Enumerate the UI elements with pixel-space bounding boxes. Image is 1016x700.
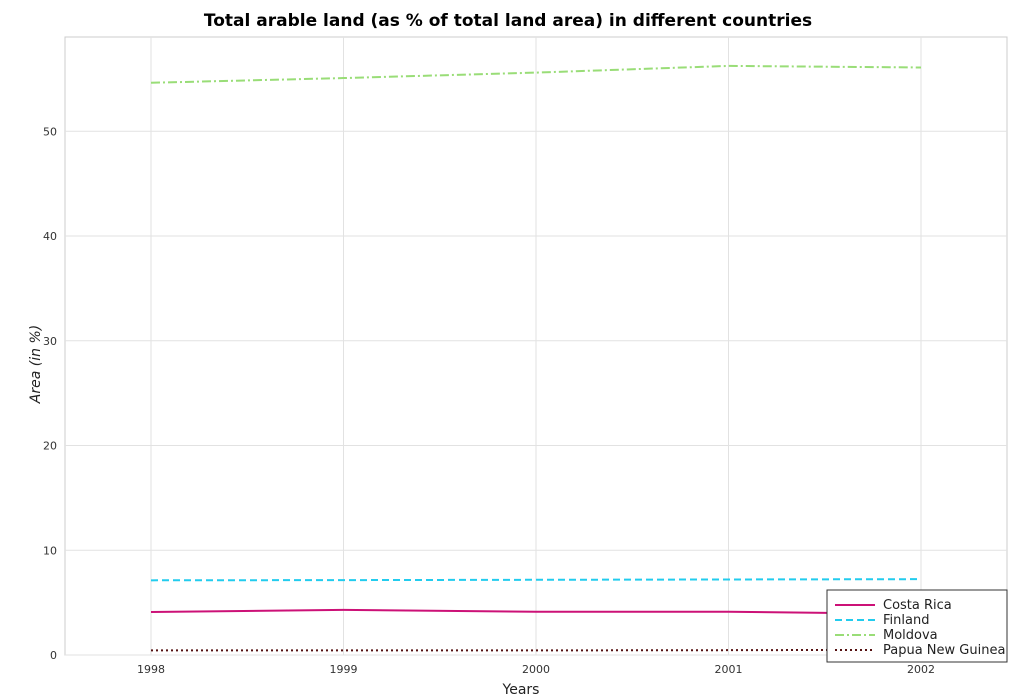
y-tick-label: 10 bbox=[43, 544, 57, 557]
x-tick-label: 1999 bbox=[330, 663, 358, 676]
series-line-finland bbox=[150, 578, 922, 582]
series-line-papua-new-guinea bbox=[151, 648, 922, 652]
x-tick-label: 2002 bbox=[907, 663, 935, 676]
series-lines bbox=[150, 64, 922, 652]
y-axis-label: Area (in %) bbox=[28, 325, 44, 404]
y-tick-label: 50 bbox=[43, 125, 57, 138]
x-axis-ticks: 1998 1999 2000 2001 2002 bbox=[137, 663, 935, 676]
legend-label: Papua New Guinea bbox=[883, 643, 1005, 658]
legend-label: Moldova bbox=[883, 628, 938, 643]
x-tick-label: 1998 bbox=[137, 663, 165, 676]
x-tick-label: 2000 bbox=[522, 663, 550, 676]
series-line-costa-rica bbox=[150, 608, 922, 615]
x-axis-label: Years bbox=[502, 682, 540, 698]
y-tick-label: 40 bbox=[43, 230, 57, 243]
x-tick-label: 2001 bbox=[715, 663, 743, 676]
grid bbox=[64, 36, 1008, 656]
legend-label: Finland bbox=[883, 613, 929, 628]
y-axis-ticks: 0 10 20 30 40 50 bbox=[43, 125, 57, 662]
chart-title: Total arable land (as % of total land ar… bbox=[204, 11, 812, 31]
series-line-moldova bbox=[150, 64, 922, 84]
y-tick-label: 0 bbox=[50, 649, 57, 662]
legend-label: Costa Rica bbox=[883, 598, 952, 613]
y-tick-label: 30 bbox=[43, 335, 57, 348]
y-tick-label: 20 bbox=[43, 440, 57, 453]
